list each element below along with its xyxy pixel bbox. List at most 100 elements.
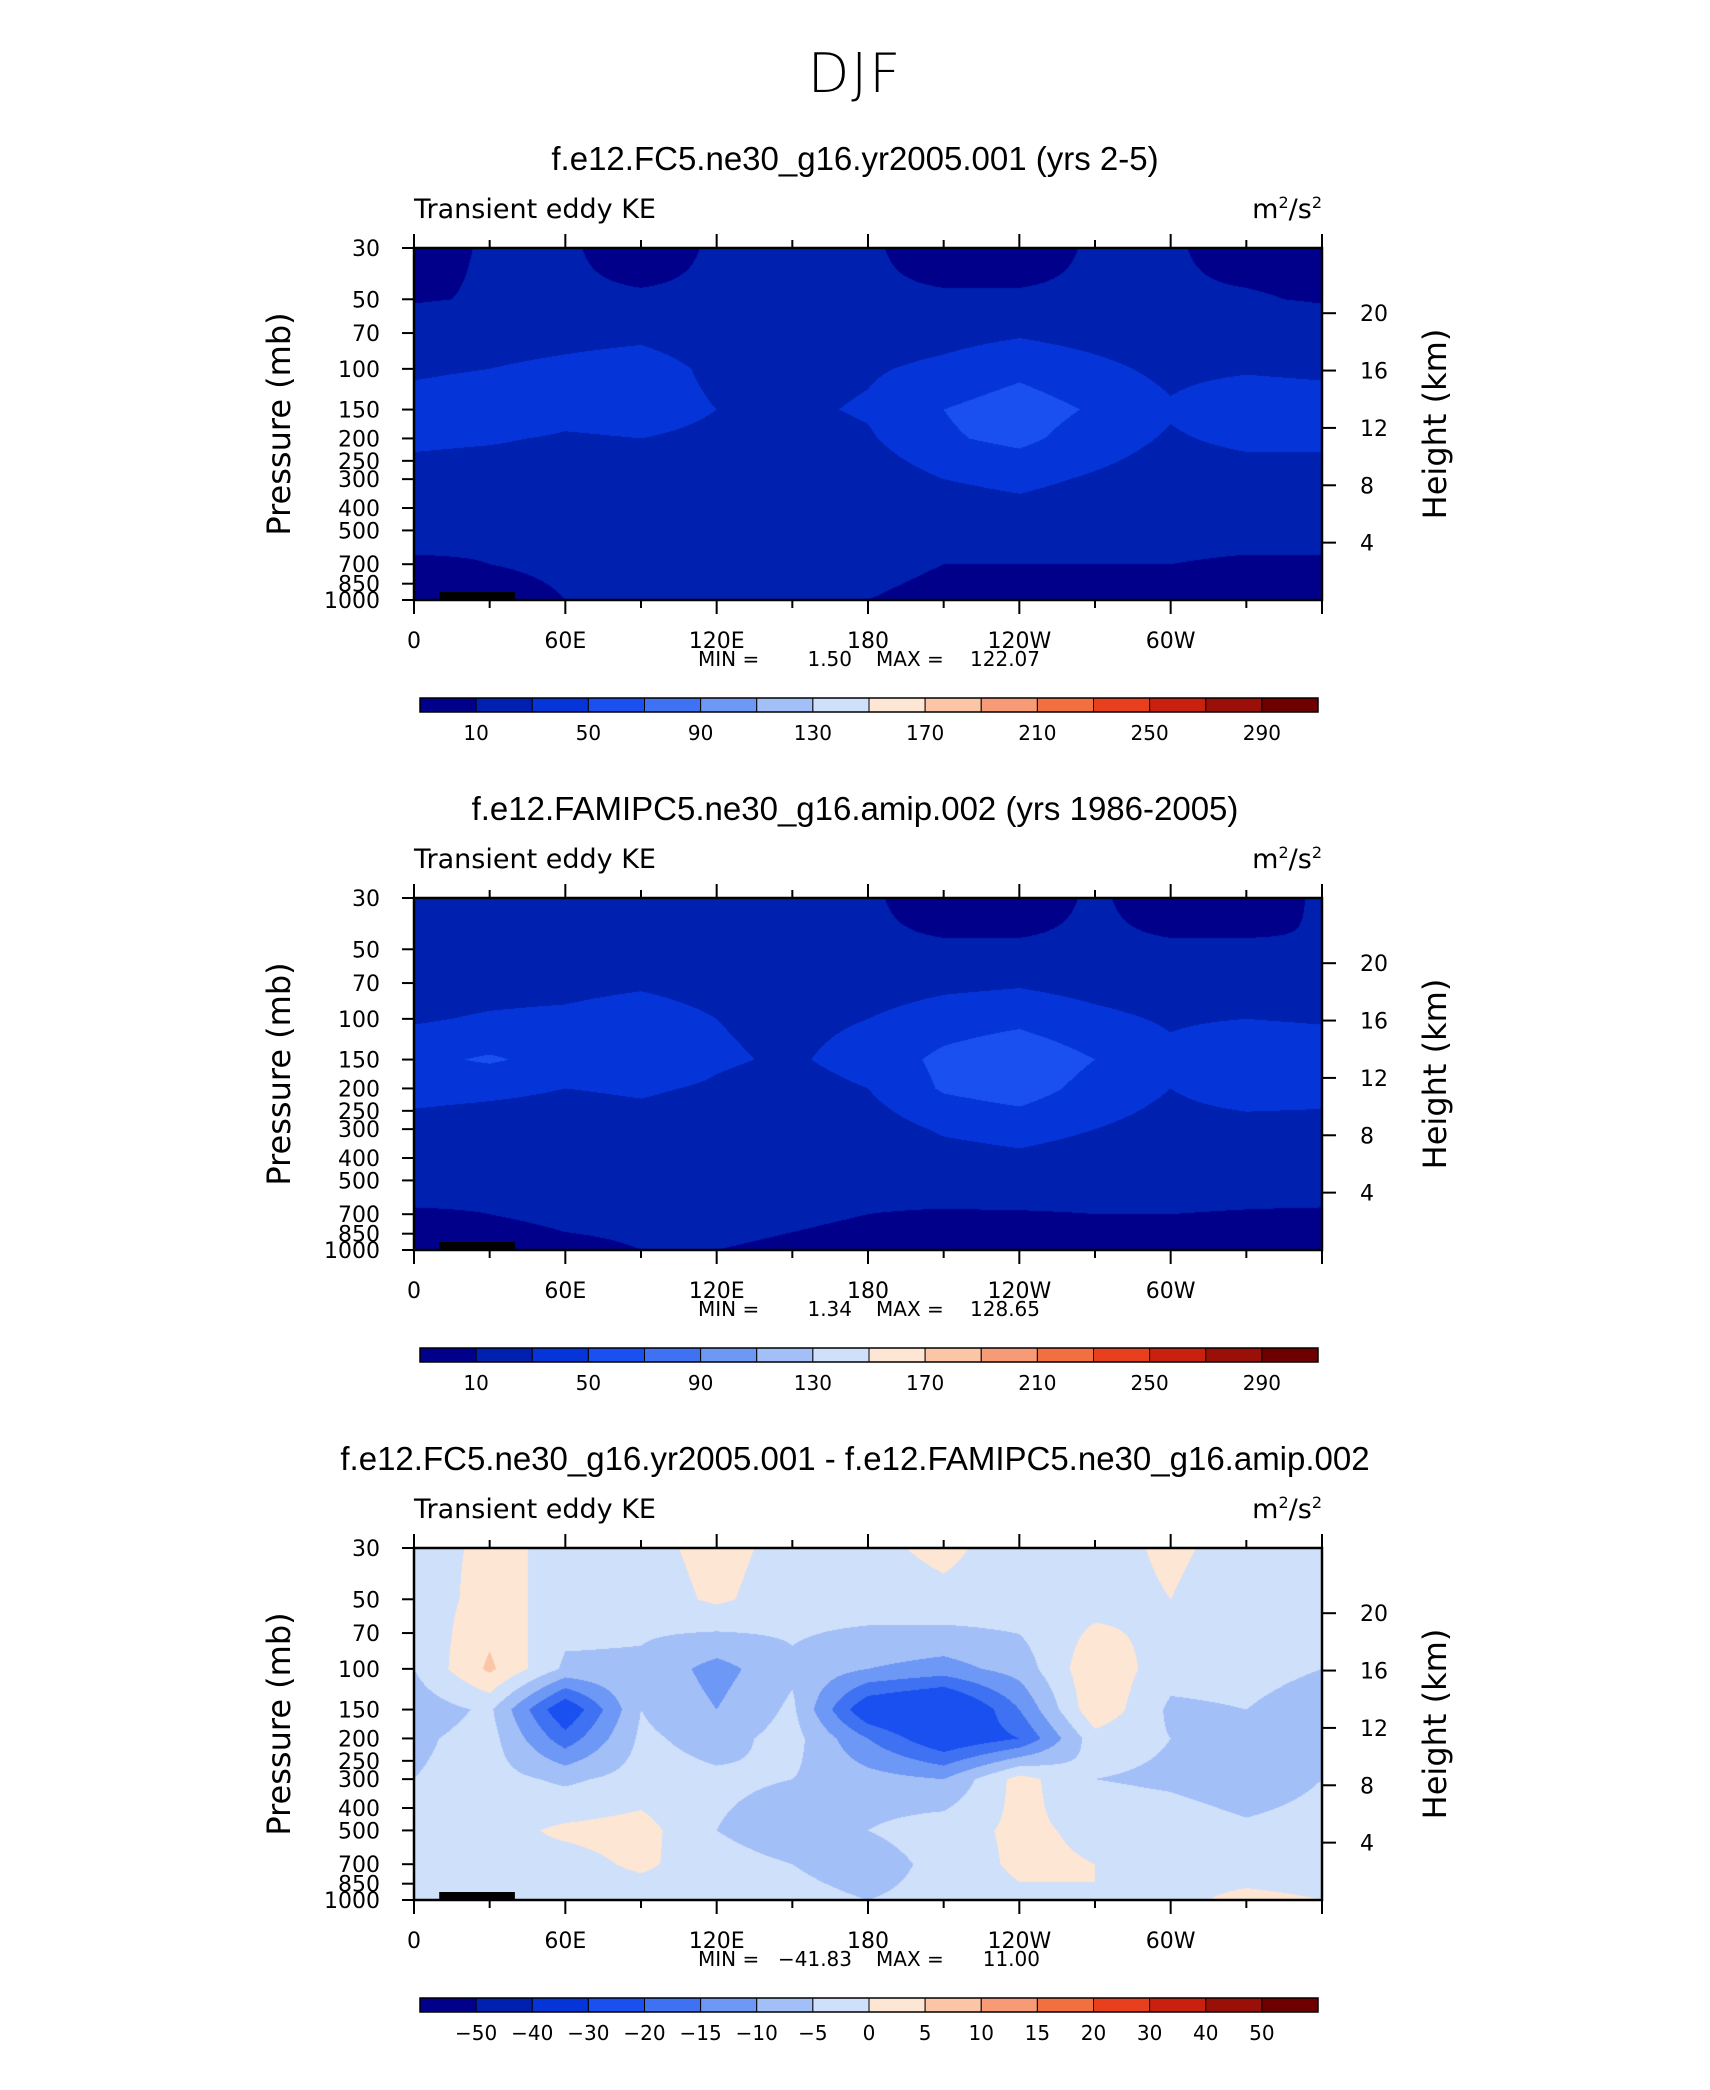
y-tick-label: 850: [338, 1223, 380, 1248]
page-title: DJF: [807, 42, 903, 105]
colorbar-label: 20: [1081, 2021, 1106, 2045]
units-exponent: 2: [1312, 193, 1322, 212]
height-tick-label: 8: [1360, 474, 1374, 499]
x-tick-label: 180: [847, 1929, 889, 1954]
colorbar-bin: [1261, 697, 1319, 713]
y-tick-label: 150: [338, 1049, 380, 1074]
y-tick-label: 1000: [324, 1239, 380, 1264]
colorbar-bin: [700, 1347, 758, 1363]
colorbar-bin: [475, 1347, 533, 1363]
colorbar-label: 0: [863, 2021, 876, 2045]
colorbar-bin: [644, 1347, 702, 1363]
y-tick-label: 700: [338, 1203, 380, 1228]
colorbar-label: 250: [1131, 721, 1169, 745]
y-tick-label: 30: [352, 1537, 380, 1562]
x-tick-label: 60E: [544, 629, 586, 654]
colorbar-bin: [700, 697, 758, 713]
y-tick-label: 500: [338, 519, 380, 544]
y-tick-label: 850: [338, 1873, 380, 1898]
y-axis-label: Pressure (mb): [260, 1612, 298, 1835]
colorbar-label: 15: [1025, 2021, 1050, 2045]
y-tick-label: 200: [338, 1077, 380, 1102]
field-label: Transient eddy KE: [413, 844, 656, 875]
colorbar-label: 30: [1137, 2021, 1162, 2045]
colorbar-label: 130: [794, 721, 832, 745]
y-tick-label: 150: [338, 1699, 380, 1724]
units-label: m2/s2: [1252, 1493, 1322, 1525]
colorbar-bin: [531, 697, 589, 713]
x-tick-label: 120E: [689, 1929, 745, 1954]
colorbar-bin: [812, 1997, 870, 2013]
colorbar-bin: [700, 1997, 758, 2013]
max-value: 11.00: [983, 1947, 1040, 1971]
y-tick-label: 500: [338, 1169, 380, 1194]
colorbar-bin: [924, 1347, 982, 1363]
field-label: Transient eddy KE: [413, 194, 656, 225]
y-tick-label: 700: [338, 553, 380, 578]
colorbar-label: 50: [1249, 2021, 1274, 2045]
height-tick-label: 4: [1360, 1182, 1374, 1207]
x-tick-label: 120W: [987, 1929, 1051, 1954]
colorbar-bin: [644, 1997, 702, 2013]
x-tick-label: 60W: [1146, 1279, 1196, 1304]
colorbar-bin: [756, 1997, 814, 2013]
colorbar-label: 50: [576, 1371, 601, 1395]
colorbar-bin: [980, 1347, 1038, 1363]
colorbar-label: −10: [736, 2021, 778, 2045]
colorbar-frame: [419, 1997, 1319, 2013]
height-tick-label: 4: [1360, 532, 1374, 557]
height-tick-label: 8: [1360, 1124, 1374, 1149]
y-tick-label: 250: [338, 1100, 380, 1125]
colorbar-bin: [812, 1347, 870, 1363]
x-tick-label: 60E: [544, 1279, 586, 1304]
panel-2-reference: f.e12.FAMIPC5.ne30_g16.amip.002 (yrs 198…: [0, 790, 1710, 1440]
right-axis-label: Height (km): [1416, 329, 1454, 520]
colorbar-label: −40: [511, 2021, 553, 2045]
height-tick-label: 16: [1360, 360, 1388, 385]
units-base: m: [1252, 194, 1278, 225]
units-denominator: /s: [1289, 194, 1312, 225]
colorbar-bin: [1093, 1347, 1151, 1363]
x-tick-label: 180: [847, 1279, 889, 1304]
height-tick-label: 4: [1360, 1832, 1374, 1857]
colorbar-bin: [1093, 697, 1151, 713]
colorbar-bin: [756, 1347, 814, 1363]
y-axis-label: Pressure (mb): [260, 962, 298, 1185]
colorbar-bin: [1149, 1347, 1207, 1363]
topography-mask: [451, 592, 515, 600]
units-label: m2/s2: [1252, 843, 1322, 875]
max-value: 122.07: [970, 647, 1040, 671]
panel-1-control: f.e12.FC5.ne30_g16.yr2005.001 (yrs 2-5) …: [0, 140, 1710, 790]
colorbar-bin: [980, 1997, 1038, 2013]
colorbar-label: 10: [463, 1371, 488, 1395]
colorbar-label: −50: [455, 2021, 497, 2045]
y-tick-label: 700: [338, 1853, 380, 1878]
y-tick-label: 250: [338, 450, 380, 475]
y-tick-label: 100: [338, 358, 380, 383]
y-tick-label: 400: [338, 1797, 380, 1822]
colorbar-label: 90: [688, 721, 713, 745]
colorbar-bin: [531, 1997, 589, 2013]
max-label: MAX =: [876, 647, 944, 671]
x-tick-label: 0: [407, 1929, 421, 1954]
height-tick-label: 20: [1360, 302, 1388, 327]
x-tick-label: 0: [407, 1279, 421, 1304]
min-label: MIN =: [698, 647, 759, 671]
y-tick-label: 300: [338, 1768, 380, 1793]
colorbar-label: 210: [1018, 1371, 1056, 1395]
contour-field: [414, 1548, 1322, 1900]
units-exponent: 2: [1278, 1493, 1288, 1512]
colorbar-bin: [1149, 697, 1207, 713]
colorbar-label: 250: [1131, 1371, 1169, 1395]
colorbar-bin: [1205, 697, 1263, 713]
units-exponent: 2: [1278, 193, 1288, 212]
colorbar-bin: [868, 1347, 926, 1363]
panel-3-title: f.e12.FC5.ne30_g16.yr2005.001 - f.e12.FA…: [340, 1440, 1370, 1477]
colorbar-label: −30: [567, 2021, 609, 2045]
right-axis-label: Height (km): [1416, 979, 1454, 1170]
units-denominator: /s: [1289, 844, 1312, 875]
colorbar-label: 40: [1193, 2021, 1218, 2045]
colorbar-label: 290: [1243, 721, 1281, 745]
y-tick-label: 150: [338, 399, 380, 424]
colorbar-bin: [868, 1997, 926, 2013]
